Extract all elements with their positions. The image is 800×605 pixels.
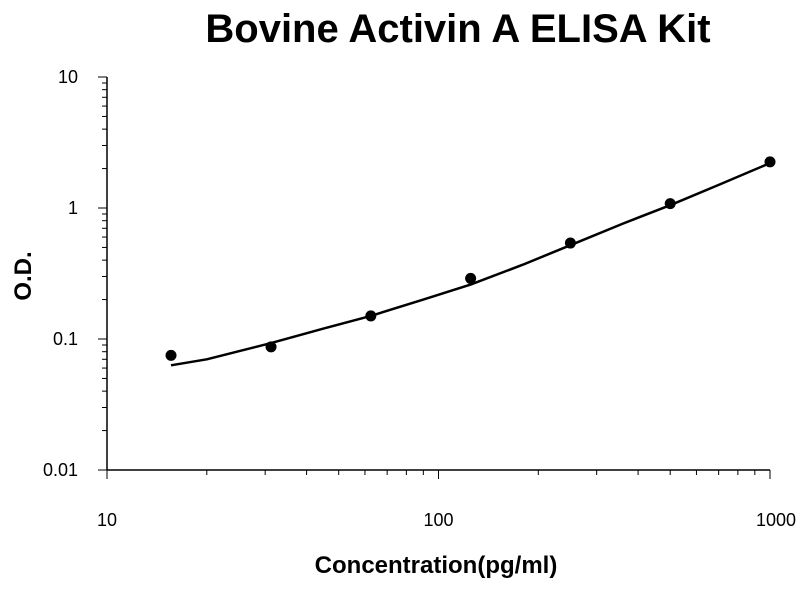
- fit-curve: [170, 161, 771, 367]
- chart-title: Bovine Activin A ELISA Kit: [205, 7, 710, 51]
- fit-curve-group: [170, 161, 771, 367]
- x-axis-label: Concentration(pg/ml): [315, 552, 558, 579]
- data-point: [564, 237, 576, 249]
- data-point: [465, 272, 477, 284]
- data-point: [165, 349, 177, 361]
- x-tick-label: 10: [97, 510, 117, 530]
- data-point: [764, 156, 776, 168]
- data-point: [664, 198, 676, 210]
- y-axis-label: O.D.: [10, 251, 37, 300]
- data-point: [365, 310, 377, 322]
- y-tick-label: 0.01: [43, 460, 78, 480]
- ticks: [98, 76, 771, 479]
- data-points: [165, 156, 776, 361]
- y-tick-label: 1: [68, 198, 78, 218]
- y-tick-label: 10: [58, 67, 78, 87]
- y-tick-label: 0.1: [53, 329, 78, 349]
- data-point: [265, 341, 277, 353]
- axes: [106, 77, 770, 471]
- tick-labels: 0.01 0.1 1 10 10 100 1000: [43, 67, 796, 530]
- x-tick-label: 100: [423, 510, 453, 530]
- x-tick-label: 1000: [756, 510, 796, 530]
